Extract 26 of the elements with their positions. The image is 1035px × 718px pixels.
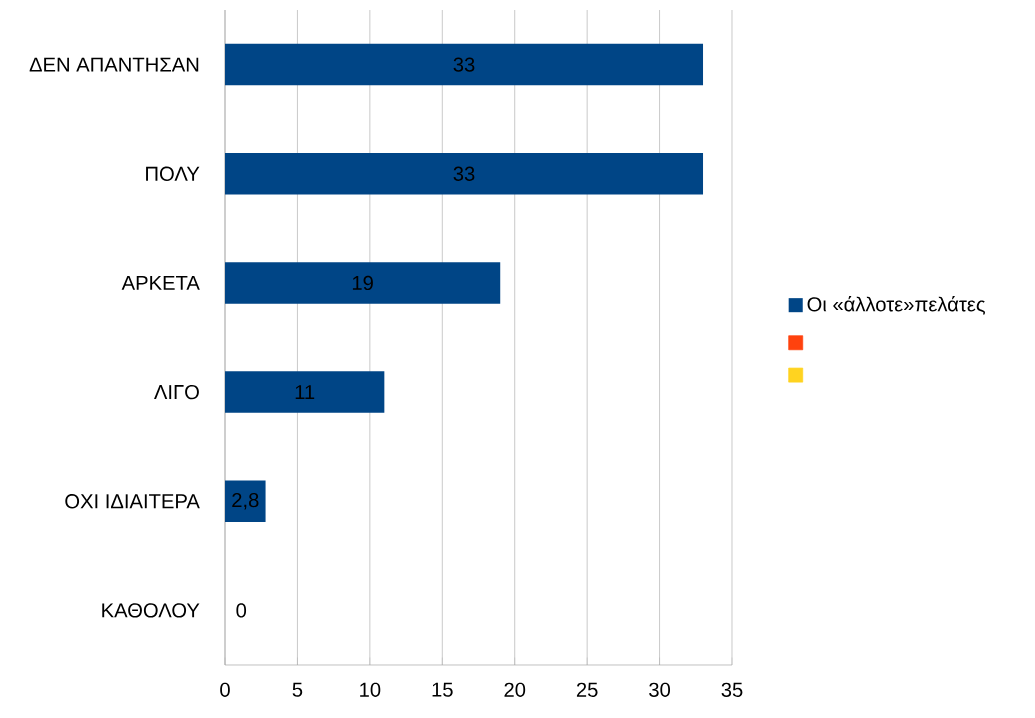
x-tick-label: 20 bbox=[504, 682, 526, 697]
data-label: 33 bbox=[453, 166, 475, 181]
y-tick-label: ΚΑΘΟΛΟΥ bbox=[102, 603, 200, 618]
bar bbox=[225, 371, 385, 413]
data-label: 19 bbox=[352, 275, 373, 291]
y-tick-label: ΑΡΚΕΤΑ bbox=[121, 275, 200, 290]
data-label: 11 bbox=[295, 385, 315, 400]
x-tick-label: 25 bbox=[576, 682, 598, 697]
y-tick-label: ΔΕΝ ΑΠΑΝΤΗΣΑΝ bbox=[29, 57, 199, 72]
data-label: 0 bbox=[236, 603, 247, 618]
data-label: 2,8 bbox=[232, 492, 259, 510]
data-label: 33 bbox=[453, 57, 475, 72]
x-tick-label: 5 bbox=[292, 682, 303, 697]
x-tick-label: 30 bbox=[649, 682, 671, 697]
bar bbox=[225, 480, 266, 522]
x-tick-label: 35 bbox=[721, 682, 743, 697]
bar bbox=[225, 43, 704, 86]
bar bbox=[225, 262, 501, 304]
y-tick-label: ΛΙΓΟ bbox=[154, 384, 199, 400]
y-tick-label: ΟΧΙ ΙΔΙΑΙΤΕΡΑ bbox=[65, 494, 200, 509]
x-tick-label: 0 bbox=[220, 682, 230, 697]
legend-label: Οι «άλλοτε»πελάτες bbox=[807, 296, 985, 315]
x-tick-label: 10 bbox=[360, 682, 381, 697]
x-tick-label: 15 bbox=[432, 682, 453, 697]
bar bbox=[225, 153, 704, 195]
y-tick-label: ΠΟΛΥ bbox=[146, 166, 200, 181]
